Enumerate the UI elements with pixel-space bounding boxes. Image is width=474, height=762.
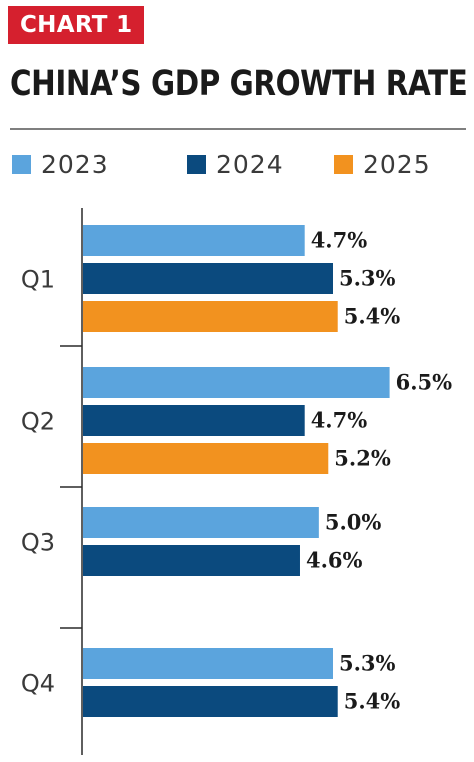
- data-label-q1-2024: 5.3%: [339, 266, 396, 291]
- data-label-q2-2023: 6.5%: [396, 370, 453, 395]
- bar-q3-2024: [83, 545, 300, 576]
- data-label-q3-2023: 5.0%: [325, 510, 382, 535]
- legend-swatch-2025: [334, 155, 353, 174]
- chart-title: CHINA’S GDP GROWTH RATE: [10, 64, 468, 104]
- bar-q4-2023: [83, 648, 333, 679]
- legend-swatch-2023: [12, 155, 31, 174]
- bar-q2-2023: [83, 367, 390, 398]
- data-label-q1-2023: 4.7%: [311, 228, 368, 253]
- bar-q2-2024: [83, 405, 305, 436]
- bar-q1-2025: [83, 301, 338, 332]
- data-label-q2-2025: 5.2%: [334, 446, 391, 471]
- data-label-q2-2024: 4.7%: [311, 408, 368, 433]
- legend-item-2024: 2024: [187, 150, 284, 179]
- data-label-q4-2023: 5.3%: [339, 651, 396, 676]
- chart-badge: CHART 1: [8, 6, 145, 44]
- data-label-q1-2025: 5.4%: [344, 304, 401, 329]
- bar-chart: 4.7% 5.3% 5.4% Q1 6.5% 4.7% 5.2% Q2 5.0% 4.6% Q3 5.…: [21, 208, 453, 755]
- bar-q4-2024: [83, 686, 338, 717]
- category-label-q2: Q2: [21, 408, 55, 436]
- legend-swatch-2024: [187, 155, 206, 174]
- data-label-q3-2024: 4.6%: [306, 548, 363, 573]
- category-label-q3: Q3: [21, 529, 55, 557]
- legend-item-2025: 2025: [334, 150, 431, 179]
- legend-label-2024: 2024: [216, 150, 284, 179]
- legend-label-2023: 2023: [41, 150, 109, 179]
- legend-item-2023: 2023: [12, 150, 109, 179]
- legend-label-2025: 2025: [363, 150, 431, 179]
- category-label-q4: Q4: [21, 670, 55, 698]
- bar-q1-2024: [83, 263, 333, 294]
- data-label-q4-2024: 5.4%: [344, 689, 401, 714]
- title-divider: [10, 128, 466, 130]
- category-label-q1: Q1: [21, 266, 55, 294]
- legend: 2023 2024 2025: [0, 150, 474, 184]
- bar-q1-2023: [83, 225, 305, 256]
- bar-q3-2023: [83, 507, 319, 538]
- bar-q2-2025: [83, 443, 329, 474]
